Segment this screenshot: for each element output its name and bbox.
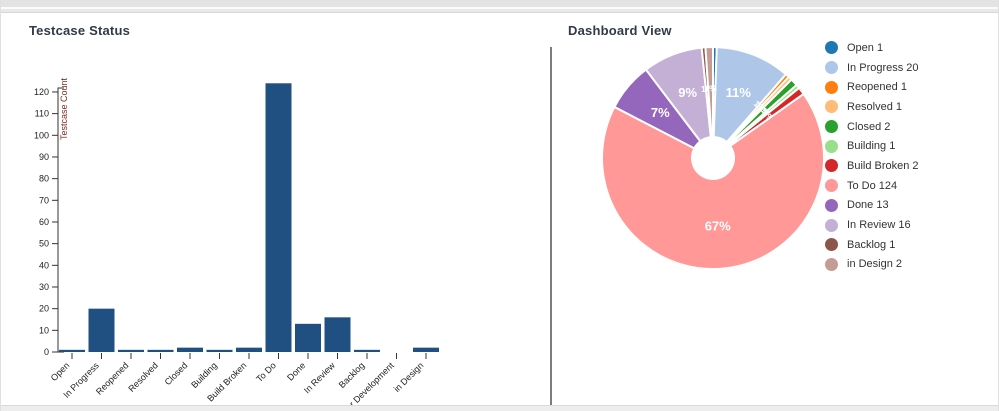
legend-item-resolved[interactable]: Resolved 1 — [825, 97, 919, 117]
bar-to-do[interactable] — [265, 83, 292, 353]
pie-slice-to-do[interactable] — [601, 92, 825, 270]
x-tick-label: To Do — [254, 360, 278, 384]
legend-color-dot — [825, 257, 838, 271]
bar-in-review[interactable] — [324, 317, 351, 352]
x-tick-label: Reopened — [94, 360, 130, 396]
x-tick-label: Resolved — [126, 360, 160, 394]
dashboard-view-title: Dashboard View — [568, 23, 672, 38]
y-tick-label: 40 — [39, 260, 49, 270]
bar-building[interactable] — [206, 349, 233, 352]
x-tick-label: Closed — [163, 360, 190, 387]
y-tick-label: 20 — [39, 304, 49, 314]
bar-build-broken[interactable] — [236, 347, 262, 352]
pie-slice-percent-label: 9% — [678, 85, 697, 100]
legend-label: To Do 124 — [847, 179, 898, 192]
legend-item-closed[interactable]: Closed 2 — [825, 117, 919, 137]
bar-open[interactable] — [59, 349, 85, 352]
legend-color-dot — [825, 179, 838, 193]
legend-color-dot — [825, 80, 838, 94]
legend-label: Resolved 1 — [847, 100, 903, 113]
y-tick-label: 10 — [39, 325, 49, 335]
legend-color-dot — [825, 238, 838, 252]
x-tick-label: In Review — [302, 360, 337, 395]
legend-item-in-review[interactable]: In Review 16 — [825, 215, 919, 235]
legend-color-dot — [825, 139, 838, 153]
bar-reopened[interactable] — [118, 349, 144, 352]
legend-label: Backlog 1 — [847, 238, 896, 251]
legend-label: Done 13 — [847, 199, 889, 212]
x-tick-label: Done — [285, 360, 307, 382]
x-tick-label: Open — [49, 360, 72, 383]
legend-label: Reopened 1 — [847, 81, 907, 94]
legend-item-reopened[interactable]: Reopened 1 — [825, 77, 919, 97]
legend-color-dot — [825, 41, 838, 55]
y-tick-label: 90 — [39, 152, 49, 162]
dashboard-view-donut-chart: 1% 11%1%1%1%1%1%67%7%9% 1%1% — [601, 46, 825, 270]
y-tick-label: 120 — [34, 87, 49, 97]
legend-label: Closed 2 — [847, 120, 891, 133]
legend-item-backlog[interactable]: Backlog 1 — [825, 235, 919, 255]
bar-y-axis-label: Testcase Count — [59, 77, 69, 140]
legend-color-dot — [825, 198, 838, 212]
x-tick-label: Backlog — [337, 360, 367, 390]
legend-label: In Progress 20 — [847, 61, 919, 74]
y-tick-label: 0 — [44, 347, 49, 357]
legend-color-dot — [825, 120, 838, 134]
legend-item-in-design[interactable]: in Design 2 — [825, 255, 919, 275]
legend-label: Open 1 — [847, 41, 884, 54]
legend-label: Building 1 — [847, 140, 896, 153]
bar-backlog[interactable] — [354, 349, 380, 352]
pie-slice-percent-label: 67% — [705, 218, 731, 233]
bar-closed[interactable] — [177, 347, 203, 352]
bar-in-progress[interactable] — [88, 308, 115, 352]
x-tick-label: Building — [189, 360, 219, 390]
legend-label: In Review 16 — [847, 219, 911, 232]
legend-item-done[interactable]: Done 13 — [825, 196, 919, 216]
x-tick-label: in Design — [392, 360, 426, 394]
bar-in-design[interactable] — [413, 347, 439, 352]
bar-done[interactable] — [295, 323, 321, 352]
window-bottom-strip — [1, 405, 998, 411]
y-tick-label: 30 — [39, 282, 49, 292]
legend-color-dot — [825, 218, 838, 232]
legend-item-build-broken[interactable]: Build Broken 2 — [825, 156, 919, 176]
y-tick-label: 80 — [39, 174, 49, 184]
y-tick-label: 110 — [35, 109, 49, 119]
panel-divider — [550, 47, 552, 405]
y-tick-label: 70 — [39, 195, 49, 205]
pie-slice-in-design[interactable] — [704, 46, 714, 139]
pie-slice-in-progress[interactable] — [712, 46, 787, 144]
bar-resolved[interactable] — [147, 349, 174, 352]
legend-item-open[interactable]: Open 1 — [825, 38, 919, 58]
legend-item-in-progress[interactable]: In Progress 20 — [825, 58, 919, 78]
window-top-strip — [1, 0, 998, 13]
legend-color-dot — [825, 61, 838, 75]
y-tick-label: 100 — [34, 130, 49, 140]
legend-label: Build Broken 2 — [847, 159, 919, 172]
y-tick-label: 60 — [39, 217, 49, 227]
legend-label: in Design 2 — [847, 258, 903, 271]
testcase-status-title: Testcase Status — [29, 23, 131, 38]
pie-slice-percent-label: 7% — [651, 105, 670, 120]
pie-legend: Open 1 In Progress 20 Reopened 1 Resolved 1… — [825, 38, 919, 274]
testcase-status-bar-chart: 0 10 20 30 40 50 60 70 80 90 100 110 120 Testcase Cou… — [34, 77, 439, 411]
legend-item-to-do[interactable]: To Do 124 — [825, 176, 919, 196]
legend-item-building[interactable]: Building 1 — [825, 136, 919, 156]
pie-slice-percent-label: 1% — [704, 83, 717, 93]
legend-color-dot — [825, 100, 838, 114]
legend-color-dot — [825, 159, 838, 173]
pie-slice-percent-label: 11% — [726, 85, 752, 100]
y-tick-label: 50 — [39, 239, 49, 249]
